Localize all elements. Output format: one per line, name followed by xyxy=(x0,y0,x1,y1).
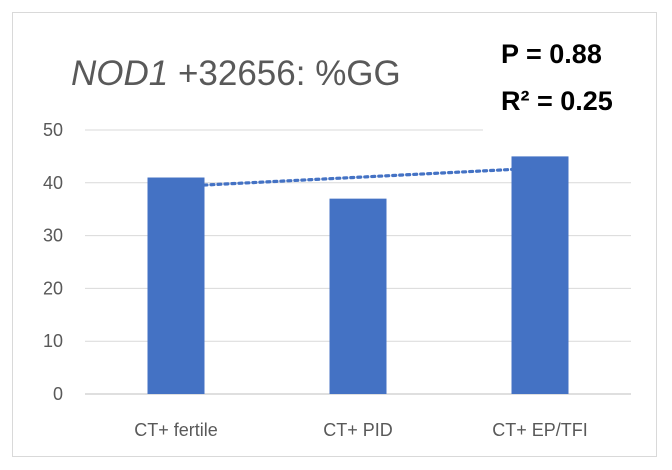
bar xyxy=(147,177,205,394)
y-tick-label: 10 xyxy=(43,331,63,351)
bar xyxy=(511,156,569,394)
chart-title: NOD1 +32656: %GG xyxy=(71,54,401,93)
bar xyxy=(329,198,387,394)
stats-box xyxy=(483,33,653,135)
y-tick-label: 20 xyxy=(43,278,63,298)
bars xyxy=(147,156,569,394)
x-category-label: CT+ fertile xyxy=(134,420,218,440)
trendline-group xyxy=(174,166,542,189)
r-squared-label: R² = 0.25 xyxy=(501,86,613,116)
chart-frame: 0 10 20 30 40 50 CT+ fertile CT+ PID CT+ EP/TFI… xyxy=(12,12,657,457)
y-axis-ticks: 0 10 20 30 40 50 xyxy=(43,120,63,404)
y-tick-label: 0 xyxy=(53,384,63,404)
x-axis-categories: CT+ fertile CT+ PID CT+ EP/TFI xyxy=(134,420,588,440)
trendline xyxy=(174,166,542,189)
y-tick-label: 50 xyxy=(43,120,63,140)
chart-title-gene: NOD1 xyxy=(71,54,168,93)
y-tick-label: 30 xyxy=(43,226,63,246)
chart-title-rest: +32656: %GG xyxy=(168,54,401,93)
x-category-label: CT+ PID xyxy=(323,420,393,440)
p-value-label: P = 0.88 xyxy=(501,39,602,69)
bar-chart: 0 10 20 30 40 50 CT+ fertile CT+ PID CT+ EP/TFI… xyxy=(43,33,653,440)
y-tick-label: 40 xyxy=(43,173,63,193)
x-category-label: CT+ EP/TFI xyxy=(492,420,588,440)
